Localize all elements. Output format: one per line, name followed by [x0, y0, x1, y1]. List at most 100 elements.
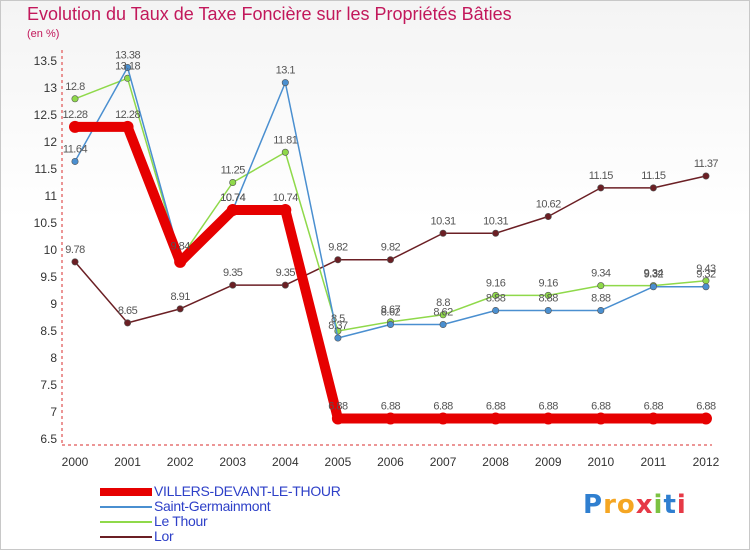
- point-lor: [176, 305, 184, 313]
- legend-swatch: [100, 506, 152, 508]
- point-villers-devant-le-thour: [489, 412, 502, 425]
- data-label: 12.28: [115, 109, 140, 121]
- data-label: 9.16: [539, 277, 559, 289]
- data-label: 13.38: [115, 49, 140, 61]
- y-tick-label: 10: [44, 243, 58, 257]
- y-tick-label: 12.5: [34, 108, 58, 122]
- y-tick-label: 9: [50, 297, 57, 311]
- logo-letter: i: [676, 490, 687, 520]
- data-label: 10.62: [536, 199, 561, 211]
- y-tick-label: 8.5: [40, 324, 57, 338]
- point-villers-devant-le-thour: [226, 204, 239, 217]
- data-label: 6.88: [381, 400, 401, 412]
- legend-label: Saint-Germainmont: [154, 498, 271, 514]
- point-villers-devant-le-thour: [437, 412, 450, 425]
- data-label: 9.43: [696, 263, 716, 275]
- point-lor: [334, 256, 342, 264]
- data-label: 9.16: [486, 277, 506, 289]
- x-tick-label: 2009: [535, 455, 562, 469]
- proxiti-logo: Proxiti: [583, 490, 687, 520]
- point-villers-devant-le-thour: [174, 255, 187, 268]
- data-label: 8.65: [118, 305, 138, 317]
- point-saint-germainmont: [124, 63, 132, 71]
- y-tick-label: 12: [44, 135, 58, 149]
- x-tick-label: 2003: [219, 455, 246, 469]
- x-tick-label: 2008: [482, 455, 509, 469]
- y-tick-label: 11: [45, 189, 58, 203]
- data-label: 9.34: [591, 268, 611, 280]
- data-label: 11.37: [694, 158, 719, 170]
- x-tick-label: 2004: [272, 455, 299, 469]
- point-le-thour: [544, 291, 552, 299]
- point-villers-devant-le-thour: [542, 412, 555, 425]
- legend-swatch: [100, 536, 152, 538]
- point-saint-germainmont: [649, 283, 657, 291]
- point-le-thour: [492, 291, 500, 299]
- point-saint-germainmont: [544, 306, 552, 314]
- x-tick-label: 2010: [587, 455, 614, 469]
- data-label: 6.88: [486, 400, 506, 412]
- logo-letter: x: [635, 490, 654, 520]
- data-label: 6.88: [328, 400, 348, 412]
- data-label: 10.31: [483, 215, 508, 227]
- point-saint-germainmont: [597, 306, 605, 314]
- point-lor: [439, 229, 447, 237]
- point-le-thour: [597, 282, 605, 290]
- data-label: 6.88: [696, 400, 716, 412]
- y-tick-label: 6.5: [40, 432, 57, 446]
- data-label: 9.84: [170, 241, 190, 253]
- x-tick-label: 2001: [114, 455, 141, 469]
- data-label: 11.81: [273, 134, 298, 146]
- data-label: 6.88: [591, 400, 611, 412]
- logo-letter: i: [653, 490, 664, 520]
- y-tick-label: 7.5: [40, 378, 57, 392]
- data-label: 9.34: [644, 268, 664, 280]
- data-label: 13.18: [115, 60, 140, 72]
- y-tick-label: 11.5: [35, 162, 58, 176]
- legend-swatch: [100, 488, 152, 496]
- data-label: 6.88: [433, 400, 453, 412]
- point-lor: [492, 229, 500, 237]
- y-tick-label: 7: [50, 405, 57, 419]
- point-villers-devant-le-thour: [647, 412, 660, 425]
- point-lor: [229, 281, 237, 289]
- logo-letter: r: [603, 490, 617, 520]
- legend-label: Lor: [154, 528, 174, 544]
- x-tick-label: 2006: [377, 455, 404, 469]
- legend-label: VILLERS-DEVANT-LE-THOUR: [154, 483, 341, 499]
- data-label: 8.8: [436, 297, 450, 309]
- x-tick-label: 2012: [693, 455, 720, 469]
- point-villers-devant-le-thour: [69, 120, 81, 133]
- data-label: 11.25: [221, 165, 246, 177]
- logo-letter: t: [663, 490, 677, 520]
- data-label: 8.62: [433, 307, 453, 319]
- point-lor: [702, 172, 710, 180]
- x-tick-label: 2002: [167, 455, 194, 469]
- data-label: 8.88: [539, 292, 559, 304]
- y-tick-label: 9.5: [40, 270, 57, 284]
- point-lor: [386, 256, 394, 264]
- y-tick-label: 8: [50, 351, 57, 365]
- point-saint-germainmont: [439, 321, 447, 329]
- data-label: 8.62: [381, 307, 401, 319]
- point-villers-devant-le-thour: [121, 120, 134, 133]
- point-le-thour: [439, 311, 447, 319]
- data-label: 10.74: [220, 192, 245, 204]
- point-lor: [544, 213, 552, 221]
- point-villers-devant-le-thour: [384, 412, 397, 425]
- point-saint-germainmont: [71, 157, 79, 165]
- data-label: 12.8: [65, 81, 85, 93]
- point-lor: [281, 281, 289, 289]
- data-label: 9.35: [276, 267, 296, 279]
- data-label: 9.32: [696, 269, 716, 281]
- point-lor: [124, 319, 132, 327]
- point-saint-germainmont: [702, 283, 710, 291]
- logo-letter: o: [616, 490, 636, 520]
- data-label: 9.82: [381, 242, 401, 254]
- data-label: 6.88: [644, 400, 664, 412]
- data-label: 9.82: [328, 242, 348, 254]
- data-label: 10.74: [273, 192, 298, 204]
- unit-label: (en %): [27, 28, 60, 40]
- data-label: 12.28: [62, 109, 87, 121]
